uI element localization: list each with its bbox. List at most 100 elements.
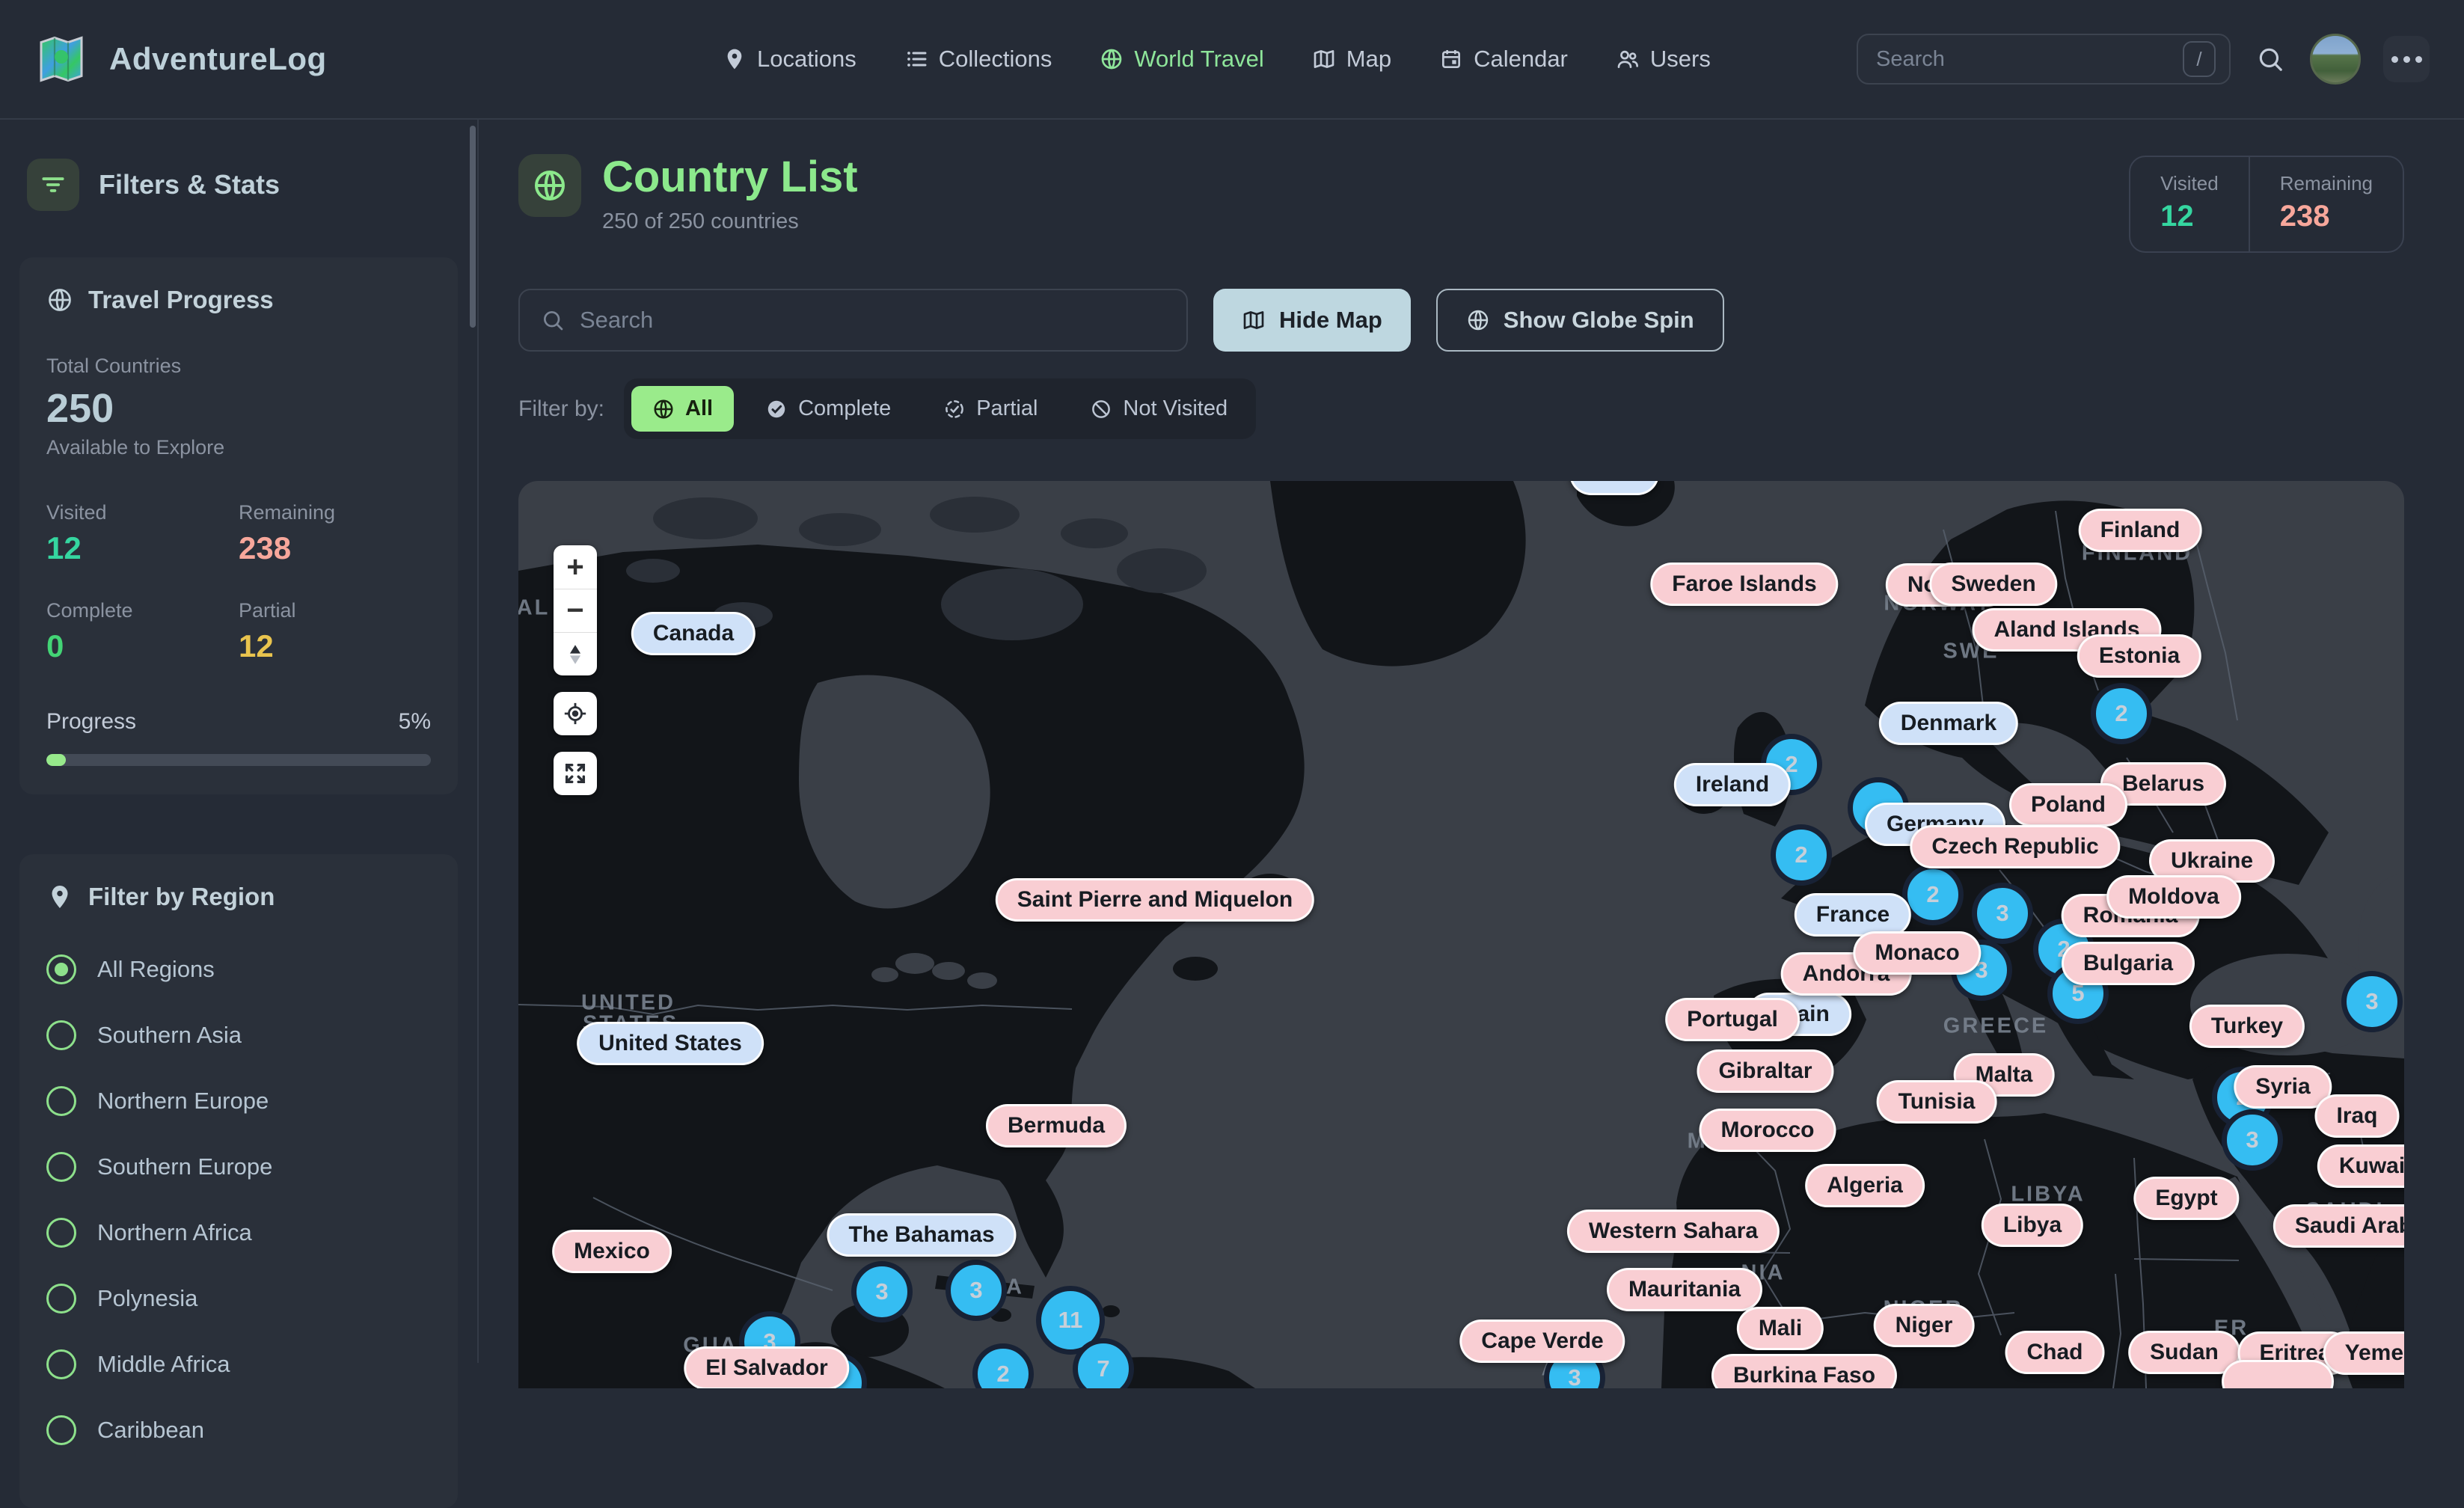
world-map[interactable]: UNITEDSTATESALNORWAYSWEFINLANDCUBAGUAGRE… bbox=[518, 481, 2404, 1388]
map-country-pill-finland[interactable]: Finland bbox=[2078, 509, 2202, 552]
map-country-pill-iraq[interactable]: Iraq bbox=[2314, 1094, 2400, 1138]
radio-icon[interactable] bbox=[46, 1349, 76, 1379]
map-country-pill-faroe-islands[interactable]: Faroe Islands bbox=[1650, 563, 1839, 606]
country-search bbox=[518, 289, 1188, 352]
map-country-pill-tunisia[interactable]: Tunisia bbox=[1876, 1080, 1997, 1124]
map-country-pill-morocco[interactable]: Morocco bbox=[1699, 1109, 1836, 1152]
region-option-middle-africa[interactable]: Middle Africa bbox=[46, 1331, 431, 1397]
map-cluster[interactable]: 3 bbox=[946, 1260, 1007, 1321]
map-country-pill-saint-pierre-and-miquelon[interactable]: Saint Pierre and Miquelon bbox=[995, 878, 1315, 922]
radio-icon[interactable] bbox=[46, 1284, 76, 1314]
zoom-out-button[interactable]: − bbox=[554, 589, 597, 632]
map-country-pill-mauritania[interactable]: Mauritania bbox=[1606, 1268, 1763, 1311]
region-option-polynesia[interactable]: Polynesia bbox=[46, 1266, 431, 1331]
map-cluster[interactable]: 2 bbox=[1771, 824, 1832, 886]
map-country-pill-france[interactable]: France bbox=[1794, 893, 1912, 937]
map-country-pill-monaco[interactable]: Monaco bbox=[1853, 931, 1982, 975]
map-country-pill-partial[interactable] bbox=[2222, 1360, 2334, 1388]
hide-map-button[interactable]: Hide Map bbox=[1213, 289, 1411, 352]
stat-partial: Partial 12 bbox=[239, 599, 296, 663]
radio-icon[interactable] bbox=[46, 1086, 76, 1116]
radio-icon[interactable] bbox=[46, 1020, 76, 1050]
map-country-pill-ireland[interactable]: Ireland bbox=[1673, 763, 1792, 806]
map-country-pill-sweden[interactable]: Sweden bbox=[1929, 563, 2058, 606]
nav-item-locations[interactable]: Locations bbox=[723, 46, 856, 73]
filter-chip-partial[interactable]: Partial bbox=[922, 386, 1058, 432]
map-country-pill-burkina-faso[interactable]: Burkina Faso bbox=[1711, 1354, 1898, 1388]
zoom-in-button[interactable]: + bbox=[566, 550, 584, 583]
overflow-menu-button[interactable] bbox=[2383, 36, 2430, 82]
nav-item-world-travel[interactable]: World Travel bbox=[1100, 46, 1264, 73]
map-country-pill-canada[interactable]: Canada bbox=[631, 612, 756, 655]
show-globe-spin-button[interactable]: Show Globe Spin bbox=[1435, 289, 1724, 352]
map-country-pill-western-sahara[interactable]: Western Sahara bbox=[1566, 1210, 1780, 1253]
sidebar-scrollbar[interactable] bbox=[470, 126, 476, 328]
filter-chip-not-visited[interactable]: Not Visited bbox=[1069, 386, 1248, 432]
map-country-pill-mali[interactable]: Mali bbox=[1736, 1307, 1824, 1350]
map-country-pill-partial[interactable] bbox=[1569, 481, 1659, 495]
search-icon[interactable] bbox=[2253, 42, 2287, 76]
map-cluster[interactable]: 3 bbox=[851, 1261, 913, 1322]
nav-item-users[interactable]: Users bbox=[1616, 46, 1711, 73]
radio-icon[interactable] bbox=[46, 1218, 76, 1248]
map-country-pill-estonia[interactable]: Estonia bbox=[2077, 634, 2202, 678]
map-country-pill-belarus[interactable]: Belarus bbox=[2100, 762, 2227, 806]
map-country-pill-germany[interactable]: Germany bbox=[1864, 803, 2006, 846]
nav-item-collections[interactable]: Collections bbox=[904, 46, 1052, 73]
map-country-pill-saudi-arabia[interactable]: Saudi Arabia bbox=[2273, 1204, 2404, 1248]
avatar[interactable] bbox=[2310, 34, 2361, 85]
radio-icon[interactable] bbox=[46, 954, 76, 984]
map-country-pill-united-states[interactable]: United States bbox=[577, 1022, 764, 1065]
region-option-southern-asia[interactable]: Southern Asia bbox=[46, 1002, 431, 1068]
map-country-pill-denmark[interactable]: Denmark bbox=[1878, 702, 2019, 745]
nav-item-map[interactable]: Map bbox=[1312, 46, 1391, 73]
page-subtitle: 250 of 250 countries bbox=[602, 209, 799, 233]
filter-chip-group: All Complete Partial Not Visited bbox=[624, 378, 1257, 439]
map-cluster[interactable]: 3 bbox=[2222, 1109, 2283, 1171]
map-country-pill-yemen[interactable]: Yemen bbox=[2323, 1331, 2404, 1375]
map-country-pill-gibraltar[interactable]: Gibraltar bbox=[1697, 1049, 1834, 1093]
map-country-pill-bulgaria[interactable]: Bulgaria bbox=[2061, 942, 2195, 985]
map-country-pill-moldova[interactable]: Moldova bbox=[2106, 875, 2241, 919]
country-search-input[interactable] bbox=[580, 307, 1165, 334]
filter-chip-all[interactable]: All bbox=[631, 386, 735, 432]
filter-chip-complete[interactable]: Complete bbox=[744, 386, 912, 432]
map-cluster[interactable]: 3 bbox=[2341, 971, 2403, 1032]
nav-item-calendar[interactable]: Calendar bbox=[1439, 46, 1568, 73]
radio-icon[interactable] bbox=[46, 1415, 76, 1445]
map-country-pill-egypt[interactable]: Egypt bbox=[2133, 1177, 2240, 1220]
map-cluster[interactable]: 11 bbox=[1036, 1286, 1105, 1355]
map-country-pill-kuwait[interactable]: Kuwait bbox=[2317, 1144, 2404, 1188]
region-option-northern-europe[interactable]: Northern Europe bbox=[46, 1068, 431, 1134]
map-country-pill-poland[interactable]: Poland bbox=[2008, 783, 2128, 827]
map-country-pill-the-bahamas[interactable]: The Bahamas bbox=[827, 1213, 1017, 1257]
map-country-pill-cape-verde[interactable]: Cape Verde bbox=[1459, 1320, 1625, 1363]
region-option-all-regions[interactable]: All Regions bbox=[46, 937, 431, 1002]
region-option-caribbean[interactable]: Caribbean bbox=[46, 1397, 431, 1463]
fullscreen-button[interactable] bbox=[554, 752, 597, 795]
map-country-pill-turkey[interactable]: Turkey bbox=[2189, 1005, 2305, 1048]
map-country-pill-portugal[interactable]: Portugal bbox=[1665, 998, 1800, 1041]
map-country-pill-libya[interactable]: Libya bbox=[1981, 1204, 2084, 1247]
map-country-pill-chad[interactable]: Chad bbox=[2005, 1331, 2105, 1374]
locate-button[interactable] bbox=[554, 692, 597, 735]
region-option-northern-africa[interactable]: Northern Africa bbox=[46, 1200, 431, 1266]
nav-search-input[interactable] bbox=[1876, 46, 2183, 72]
brand[interactable]: AdventureLog bbox=[34, 32, 453, 86]
map-country-pill-sudan[interactable]: Sudan bbox=[2128, 1331, 2240, 1374]
progress-bar bbox=[46, 754, 431, 766]
map-country-pill-algeria[interactable]: Algeria bbox=[1805, 1164, 1925, 1207]
pitch-compass-button[interactable] bbox=[554, 632, 597, 675]
map-country-pill-syria[interactable]: Syria bbox=[2234, 1065, 2332, 1109]
region-option-southern-europe[interactable]: Southern Europe bbox=[46, 1134, 431, 1200]
map-country-pill-czech-republic[interactable]: Czech Republic bbox=[1910, 825, 2121, 868]
filter-icon[interactable] bbox=[27, 159, 79, 211]
map-country-pill-mexico[interactable]: Mexico bbox=[552, 1230, 672, 1273]
map-country-pill-bermuda[interactable]: Bermuda bbox=[985, 1104, 1127, 1147]
map-cluster[interactable]: 2 bbox=[2091, 683, 2152, 744]
map-country-pill-el-salvador[interactable]: El Salvador bbox=[684, 1346, 850, 1388]
map-country-pill-niger[interactable]: Niger bbox=[1873, 1304, 1975, 1347]
map-cluster[interactable]: 3 bbox=[1972, 883, 2033, 944]
radio-icon[interactable] bbox=[46, 1152, 76, 1182]
travel-progress-title: Travel Progress bbox=[88, 286, 274, 313]
